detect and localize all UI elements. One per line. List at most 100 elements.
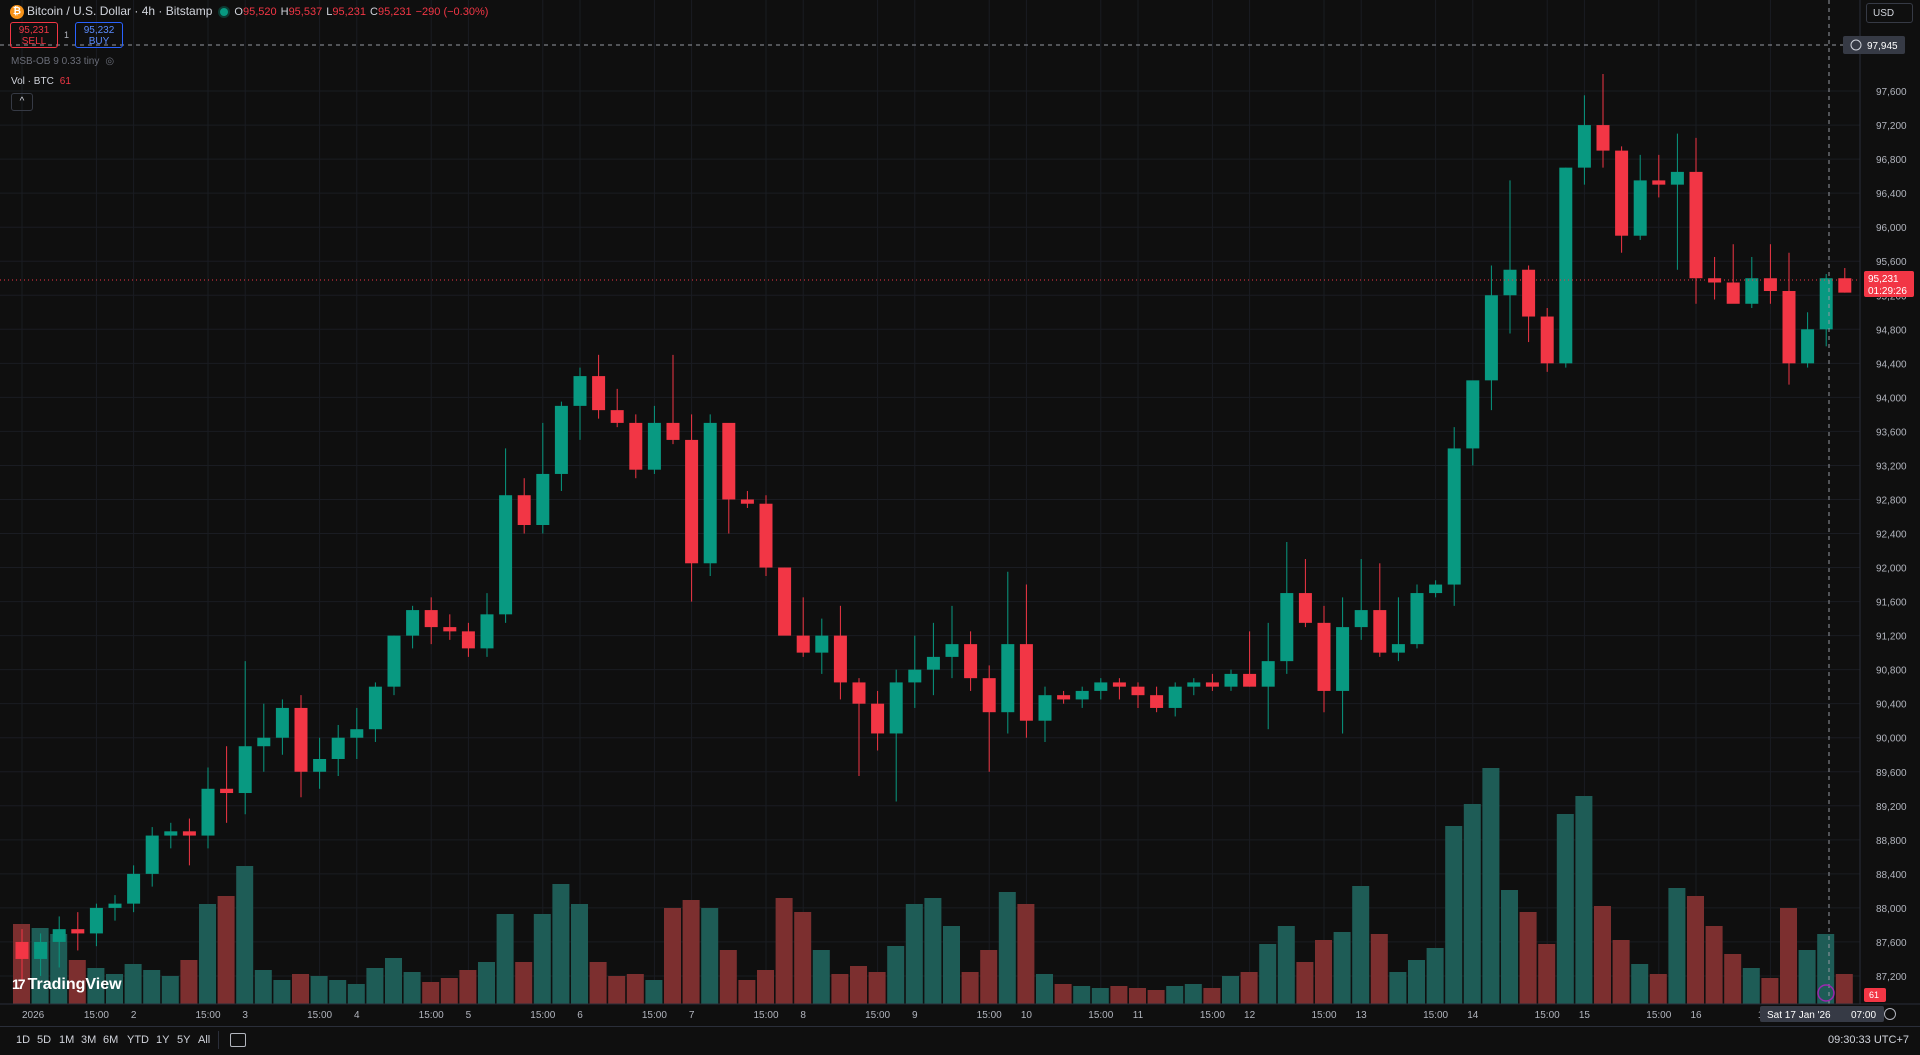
candle: [1391, 597, 1405, 662]
candle: [368, 682, 382, 742]
go-to-date-calendar-icon[interactable]: [230, 1033, 246, 1047]
candle-body: [368, 686, 382, 730]
price-tick-label: 89,200: [1876, 802, 1907, 813]
candle: [1577, 95, 1591, 185]
tradingview-logo[interactable]: 17 TradingView: [12, 976, 122, 993]
buy-price: 95,232: [83, 25, 115, 36]
tradingview-mark-icon: 17: [12, 976, 26, 992]
price-tick-label: 92,000: [1876, 564, 1907, 575]
candle: [1466, 380, 1480, 466]
range-5y-button[interactable]: 5Y: [177, 1034, 191, 1046]
price-tick-label: 96,000: [1876, 223, 1907, 234]
price-tick-label: 87,200: [1876, 972, 1907, 983]
add-alert-icon[interactable]: [1850, 39, 1862, 51]
candle-body: [406, 610, 420, 636]
symbol-title[interactable]: Bitcoin / U.S. Dollar · 4h · Bitstamp: [27, 4, 213, 18]
candle-body: [1782, 291, 1796, 364]
candle-body: [1522, 269, 1536, 317]
time-tick-label: 15:00: [642, 1010, 667, 1021]
range-1m-button[interactable]: 1M: [59, 1034, 75, 1046]
volume-bar: [1408, 960, 1425, 1004]
volume-bar: [1073, 986, 1091, 1004]
currency-selector[interactable]: USD: [1866, 3, 1913, 23]
volume-bar: [199, 904, 216, 1004]
candle-body: [833, 635, 847, 683]
candle-body: [1298, 593, 1312, 623]
candle-body: [1038, 695, 1052, 721]
candle-body: [127, 873, 141, 904]
candle: [1261, 622, 1275, 730]
candle: [406, 605, 420, 649]
volume-bar: [217, 896, 235, 1004]
candle-body: [815, 635, 829, 653]
candle: [554, 401, 568, 491]
candle-body: [34, 941, 48, 959]
axis-settings-icon[interactable]: [1884, 1008, 1896, 1020]
candle-body: [331, 737, 345, 759]
candle-body: [1019, 644, 1033, 721]
volume-bar: [589, 962, 607, 1004]
range-ytd-button[interactable]: YTD: [127, 1034, 149, 1046]
candle-body: [1150, 695, 1164, 708]
candle-body: [108, 903, 122, 908]
candle: [610, 388, 624, 428]
volume-bar: [1817, 934, 1835, 1004]
candle: [164, 822, 178, 849]
price-tick-label: 91,600: [1876, 598, 1907, 609]
volume-bar: [1110, 986, 1128, 1004]
candle: [1708, 256, 1722, 300]
candle-body: [1429, 584, 1443, 594]
range-3m-button[interactable]: 3M: [81, 1034, 97, 1046]
range-1d-button[interactable]: 1D: [16, 1034, 31, 1046]
volume-bar: [496, 914, 514, 1004]
candle-body: [1615, 150, 1629, 236]
candle: [685, 414, 699, 602]
candle: [34, 933, 48, 976]
toolbar-divider: [218, 1031, 219, 1049]
volume-bar: [273, 980, 291, 1004]
candle: [145, 827, 159, 887]
candle: [443, 614, 457, 640]
range-5d-button[interactable]: 5D: [37, 1034, 52, 1046]
replay-icon[interactable]: [1817, 984, 1835, 1002]
volume-bar: [1798, 950, 1816, 1004]
sell-button[interactable]: 95,231 SELL: [10, 22, 58, 48]
volume-bar: [757, 970, 774, 1004]
buy-button[interactable]: 95,232 BUY: [75, 22, 123, 48]
crosshair-price-label: 97,945: [1843, 36, 1905, 54]
indicator-msb-ob[interactable]: MSB-OB 9 0.33 tiny ◎: [11, 56, 115, 67]
sell-price: 95,231: [18, 25, 50, 36]
range-all-button[interactable]: All: [198, 1034, 211, 1046]
candle-body: [1577, 125, 1591, 168]
volume-bar: [831, 974, 849, 1004]
price-chart[interactable]: 87,200 87,600 88,000 88,400 88,800 89,200 89,6…: [0, 0, 1920, 1026]
volume-bar: [943, 926, 960, 1004]
volume-bar: [1538, 944, 1556, 1004]
clock-timezone[interactable]: 09:30:33 UTC+7: [1827, 1034, 1909, 1046]
candle: [294, 695, 308, 798]
candle-body: [15, 941, 29, 959]
candle-body: [1224, 673, 1238, 687]
volume-bar: [1445, 826, 1463, 1004]
candle-body: [1670, 171, 1684, 185]
range-1y-button[interactable]: 1Y: [156, 1034, 170, 1046]
price-tick-label: 88,800: [1876, 836, 1907, 847]
candle: [1150, 686, 1164, 713]
collapse-indicators-button[interactable]: ^: [11, 93, 33, 111]
candle-body: [350, 729, 364, 738]
candle-body: [1540, 316, 1554, 364]
volume-bar: [1649, 974, 1667, 1004]
svg-text:01:29:26: 01:29:26: [1868, 286, 1907, 297]
time-tick-label: 2026: [22, 1010, 45, 1021]
hidden-eye-icon[interactable]: ◎: [105, 56, 115, 67]
candle: [759, 495, 773, 577]
candle-body: [238, 746, 252, 794]
candle: [1503, 180, 1517, 334]
volume-bar: [682, 900, 700, 1004]
candle: [982, 665, 996, 772]
volume-bar: [924, 898, 942, 1004]
candle: [852, 678, 866, 777]
indicator-volume[interactable]: Vol · BTC 61: [11, 76, 71, 87]
range-6m-button[interactable]: 6M: [103, 1034, 119, 1046]
volume-bar: [645, 980, 663, 1004]
